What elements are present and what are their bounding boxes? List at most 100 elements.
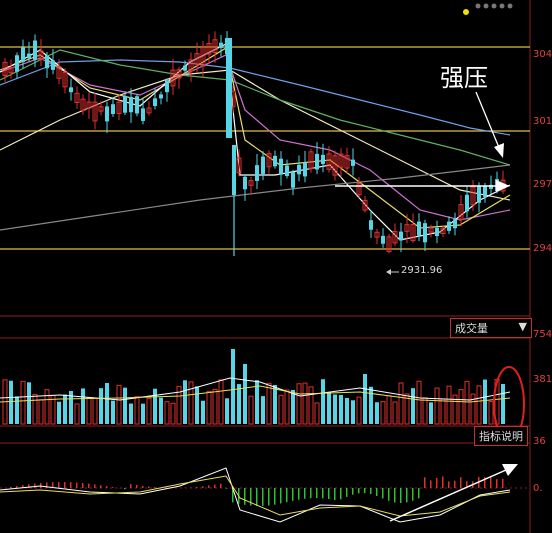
volume-axis-label: 754	[533, 329, 552, 340]
macd-lines	[0, 467, 511, 523]
candle-up	[236, 157, 242, 174]
indicator-explain-tab[interactable]: 指标说明	[474, 426, 528, 446]
candle-down	[303, 162, 307, 177]
arrow-diagonal-icon	[389, 464, 518, 522]
candle-down	[123, 96, 127, 113]
volume-bar	[225, 398, 229, 424]
candle-up	[86, 101, 92, 109]
candle-up	[74, 92, 80, 104]
macd-bar	[88, 483, 90, 488]
status-dot	[463, 9, 469, 15]
candlesticks	[2, 31, 506, 256]
volume-bar	[201, 400, 205, 424]
ma-line	[0, 49, 511, 166]
chevron-down-icon: ▼	[518, 320, 527, 333]
candle-up	[170, 69, 176, 87]
macd-bar	[292, 488, 294, 501]
candle-down	[232, 145, 236, 195]
macd-bar	[106, 486, 108, 488]
volume-bar	[296, 383, 302, 425]
volume-bar	[32, 393, 38, 425]
macd-dea-line	[0, 475, 511, 517]
volume-bar	[188, 381, 194, 425]
candle-up	[188, 59, 194, 72]
macd-bar	[10, 487, 12, 488]
macd-bar	[274, 488, 276, 505]
macd-bar	[406, 488, 408, 503]
candle-down	[279, 158, 283, 175]
macd-bar	[64, 482, 66, 488]
volume-bar	[261, 396, 265, 424]
candle-up	[440, 227, 446, 235]
candle-up	[248, 180, 254, 186]
volume-bar	[218, 379, 224, 425]
volume-bar	[314, 402, 320, 425]
macd-bar	[208, 485, 210, 488]
macd-bar	[130, 484, 132, 488]
volume-bar	[464, 380, 470, 425]
macd-bar	[376, 488, 378, 496]
volume-bar	[176, 385, 182, 425]
volume-bar	[243, 364, 247, 424]
panel-grid	[0, 0, 531, 533]
volume-bar	[146, 397, 152, 425]
macd-bar	[34, 483, 36, 488]
macd-bar	[16, 486, 18, 488]
low-point-marker	[386, 269, 399, 275]
macd-bar	[334, 488, 336, 501]
volume-bar	[159, 397, 163, 424]
candle-down	[465, 194, 469, 212]
volume-indicator-tab[interactable]: 成交量 ▼	[450, 318, 532, 338]
volume-bar	[429, 402, 433, 424]
volume-bar	[434, 387, 440, 425]
volume-ma-lines	[0, 377, 511, 403]
volume-bar	[38, 399, 44, 425]
volume-bar	[375, 402, 379, 424]
volume-bar	[195, 386, 199, 424]
candle-down	[489, 184, 493, 189]
volume-bar	[123, 387, 127, 424]
candle-down	[381, 235, 385, 244]
macd-bar	[298, 488, 300, 500]
candle-up	[80, 98, 86, 111]
volume-bar	[134, 396, 140, 425]
macd-bar	[364, 488, 366, 494]
candle-down	[285, 165, 289, 177]
macd-bar	[136, 485, 138, 488]
volume-bar	[69, 391, 73, 424]
macd-bar	[70, 482, 72, 488]
volume-bar	[273, 384, 277, 424]
macd-bar	[454, 480, 456, 488]
volume-ma-line	[0, 385, 511, 403]
candle-down	[453, 219, 457, 229]
candle-down	[69, 87, 73, 93]
volume-bar	[57, 401, 61, 424]
volume-tab-label: 成交量	[455, 322, 488, 335]
candle-down	[447, 221, 451, 231]
candle-up	[356, 183, 362, 196]
macd-axis-label: 0.	[533, 483, 543, 494]
candle-up	[2, 61, 8, 76]
volume-bar	[327, 392, 331, 424]
candle-up	[98, 106, 104, 112]
volume-bar	[27, 382, 31, 424]
macd-bar	[484, 477, 486, 488]
macd-bar	[352, 488, 354, 495]
volume-bar	[74, 403, 80, 425]
volume-bar	[15, 396, 19, 424]
candle-up	[212, 39, 218, 53]
macd-bar	[124, 488, 126, 490]
ma-line	[0, 164, 511, 231]
macd-bar	[40, 482, 42, 488]
volume-bar	[333, 394, 337, 424]
candle-down	[291, 172, 295, 188]
toolbar-dots[interactable]	[475, 3, 513, 9]
volume-bar	[411, 388, 415, 424]
macd-bar	[436, 478, 438, 488]
macd-bar	[52, 482, 54, 488]
macd-bar	[490, 477, 492, 488]
volume-bar	[446, 385, 452, 425]
volume-bar	[231, 349, 235, 424]
macd-bar	[112, 487, 114, 488]
